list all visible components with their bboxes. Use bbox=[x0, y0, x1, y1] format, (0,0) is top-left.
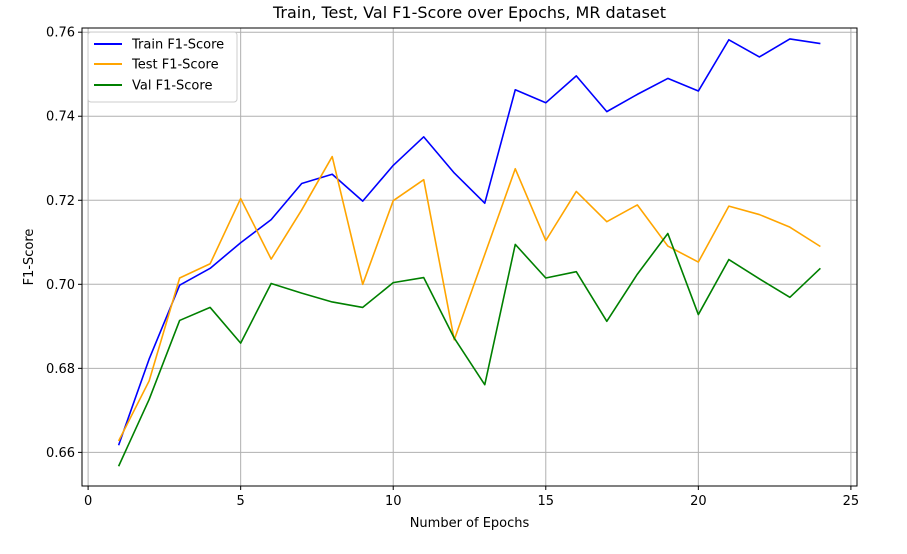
y-tick-label: 0.72 bbox=[46, 194, 75, 209]
x-axis-title: Number of Epochs bbox=[410, 516, 530, 531]
y-tick-label: 0.66 bbox=[46, 446, 75, 461]
x-tick-label: 10 bbox=[385, 494, 402, 509]
x-tick-label: 20 bbox=[690, 494, 707, 509]
y-tick-label: 0.68 bbox=[46, 362, 75, 377]
val-f1-line bbox=[117, 232, 821, 467]
plot-area-frame bbox=[81, 27, 858, 487]
y-axis-ticks: 0.66 0.68 0.70 0.72 0.74 0.76 bbox=[46, 26, 82, 461]
x-tick-label: 25 bbox=[843, 494, 860, 509]
legend: Train F1-Score Test F1-Score Val F1-Scor… bbox=[87, 31, 238, 103]
x-tick-label: 5 bbox=[237, 494, 245, 509]
legend-label-train: Train F1-Score bbox=[131, 38, 224, 53]
chart-title: Train, Test, Val F1-Score over Epochs, M… bbox=[272, 3, 666, 22]
legend-label-test: Test F1-Score bbox=[131, 58, 219, 73]
legend-box bbox=[87, 31, 238, 103]
series-lines bbox=[117, 38, 821, 467]
test-f1-line bbox=[117, 155, 821, 442]
y-axis-title: F1-Score bbox=[22, 229, 37, 286]
train-f1-line bbox=[117, 38, 821, 446]
x-tick-label: 0 bbox=[84, 494, 92, 509]
y-tick-label: 0.76 bbox=[46, 26, 75, 41]
x-tick-label: 15 bbox=[538, 494, 555, 509]
legend-label-val: Val F1-Score bbox=[132, 79, 212, 94]
y-tick-label: 0.74 bbox=[46, 110, 75, 125]
y-tick-label: 0.70 bbox=[46, 278, 75, 293]
x-axis-ticks: 0 5 10 15 20 25 bbox=[84, 486, 859, 509]
